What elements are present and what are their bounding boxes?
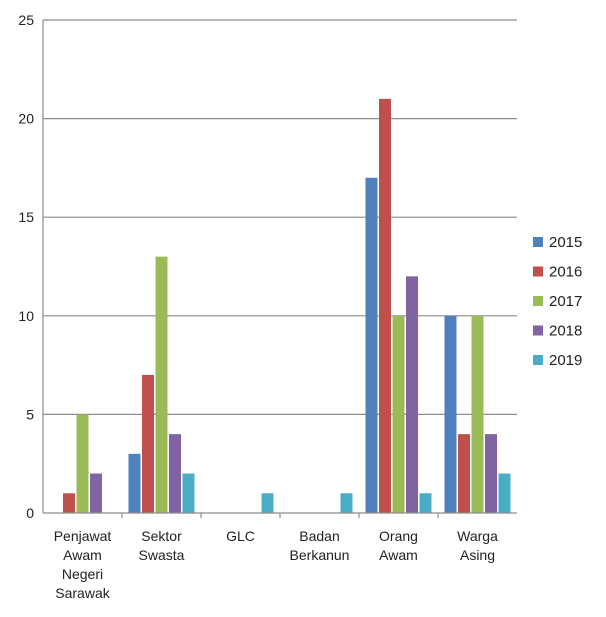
bar-2019-cat3 [340, 493, 353, 513]
bar-2019-cat4 [419, 493, 432, 513]
y-tick-label: 0 [26, 505, 34, 521]
bar-2017-cat5 [471, 315, 484, 513]
y-axis-tick-labels: 0 5 10 15 20 25 [18, 12, 34, 521]
bar-2015-cat1 [128, 453, 141, 513]
gridlines [43, 19, 517, 415]
bar-2019-cat2 [261, 493, 274, 513]
bar-2016-cat1 [142, 374, 154, 513]
bar-2018-cat1 [169, 434, 181, 513]
bar-2019-cat5 [498, 473, 511, 513]
legend-swatch-2019 [533, 355, 543, 365]
bar-2016-cat5 [458, 434, 470, 513]
legend-swatch-2015 [533, 237, 543, 247]
bar-2016-cat0 [63, 493, 75, 513]
y-tick-label: 20 [18, 111, 34, 127]
x-category-label: Orang Awam [379, 528, 418, 563]
legend-swatch-2017 [533, 296, 543, 306]
legend-label-2018: 2018 [549, 323, 582, 340]
legend-label-2019: 2019 [549, 352, 582, 369]
x-category-label: Warga Asing [457, 528, 498, 563]
bar-2017-cat4 [392, 315, 405, 513]
x-category-label: GLC [226, 528, 255, 544]
y-tick-label: 10 [18, 308, 34, 324]
bar-2016-cat4 [379, 98, 391, 513]
legend-swatch-2016 [533, 266, 543, 277]
legend-swatch-2018 [533, 325, 543, 336]
bar-2017-cat0 [76, 414, 89, 513]
x-axis-category-labels: Penjawat Awam Negeri Sarawak Sektor Swasta GLC… [54, 528, 498, 601]
bar-2017-cat1 [155, 256, 168, 513]
x-category-label: Badan Berkanun [290, 528, 350, 563]
bar-2019-cat1 [182, 473, 195, 513]
bar-2015-cat5 [444, 315, 457, 513]
legend: 2015 2016 2017 2018 2019 [533, 234, 582, 369]
axes [42, 20, 517, 518]
y-tick-label: 15 [18, 209, 34, 225]
y-tick-label: 5 [26, 406, 34, 422]
bar-2015-cat4 [365, 177, 378, 513]
legend-label-2015: 2015 [549, 234, 582, 251]
legend-label-2016: 2016 [549, 264, 582, 281]
legend-label-2017: 2017 [549, 293, 582, 310]
y-tick-label: 25 [18, 12, 34, 28]
x-category-label: Sektor Swasta [139, 528, 185, 563]
x-category-label: Penjawat Awam Negeri Sarawak [54, 528, 112, 601]
bars [63, 98, 511, 513]
bar-2018-cat0 [90, 473, 102, 513]
bar-2018-cat4 [406, 276, 418, 513]
bar-2018-cat5 [485, 434, 497, 513]
